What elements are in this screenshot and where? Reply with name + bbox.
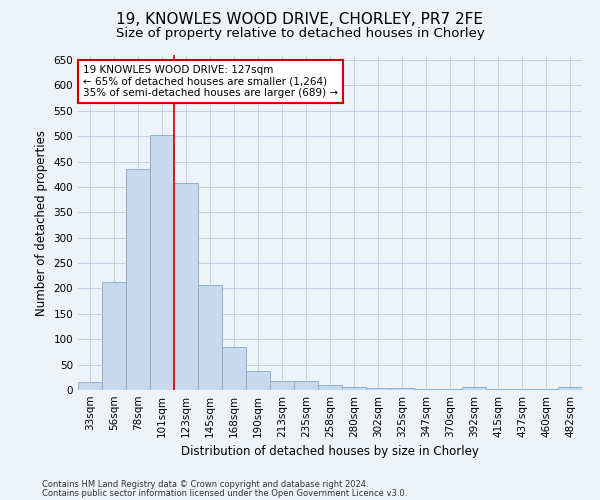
Text: 19 KNOWLES WOOD DRIVE: 127sqm
← 65% of detached houses are smaller (1,264)
35% o: 19 KNOWLES WOOD DRIVE: 127sqm ← 65% of d…: [83, 65, 338, 98]
Text: Contains HM Land Registry data © Crown copyright and database right 2024.: Contains HM Land Registry data © Crown c…: [42, 480, 368, 489]
X-axis label: Distribution of detached houses by size in Chorley: Distribution of detached houses by size …: [181, 446, 479, 458]
Bar: [198, 285, 222, 390]
Bar: [270, 381, 294, 390]
Bar: [222, 347, 246, 390]
Text: Size of property relative to detached houses in Chorley: Size of property relative to detached ho…: [116, 28, 484, 40]
Bar: [342, 388, 366, 390]
Bar: [78, 382, 102, 390]
Bar: [126, 168, 150, 390]
Bar: [102, 282, 126, 390]
Bar: [294, 381, 318, 390]
Bar: [390, 388, 414, 390]
Bar: [558, 388, 582, 390]
Bar: [318, 385, 342, 390]
Bar: [150, 134, 174, 390]
Y-axis label: Number of detached properties: Number of detached properties: [35, 130, 48, 316]
Bar: [174, 184, 198, 390]
Bar: [438, 389, 462, 390]
Text: Contains public sector information licensed under the Open Government Licence v3: Contains public sector information licen…: [42, 488, 407, 498]
Text: 19, KNOWLES WOOD DRIVE, CHORLEY, PR7 2FE: 19, KNOWLES WOOD DRIVE, CHORLEY, PR7 2FE: [116, 12, 484, 28]
Bar: [246, 370, 270, 390]
Bar: [462, 388, 486, 390]
Bar: [366, 388, 390, 390]
Bar: [414, 389, 438, 390]
